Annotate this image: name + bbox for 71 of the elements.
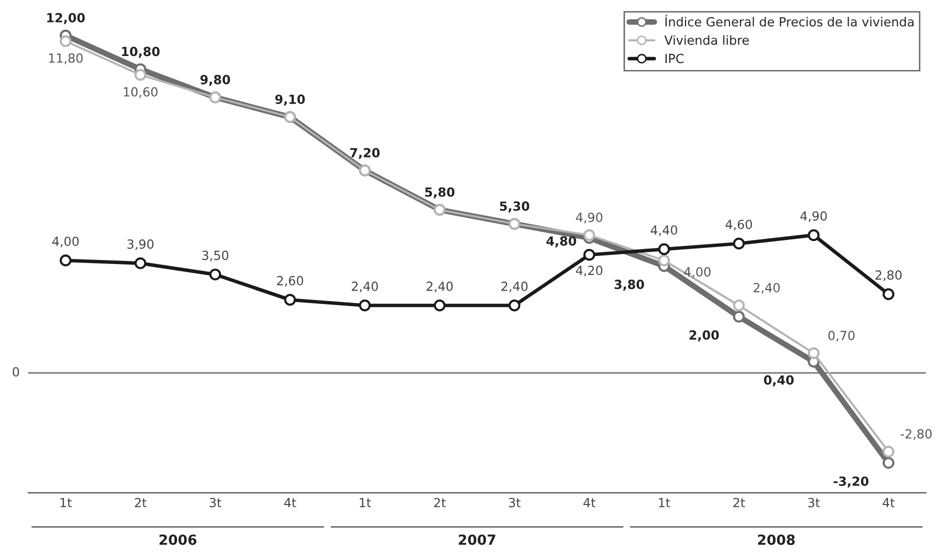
data-label: 2,40 — [501, 282, 528, 292]
data-label: 4,90 — [800, 211, 827, 222]
data-label: 3,90 — [127, 239, 154, 250]
point — [358, 300, 371, 312]
point — [60, 35, 72, 48]
point — [732, 300, 745, 312]
data-label: 10,60 — [124, 87, 158, 98]
ref-line-label: 0 — [12, 367, 20, 377]
text: 2008 — [758, 534, 795, 545]
point — [134, 68, 146, 81]
point — [508, 300, 520, 312]
x-tick-label: 2t — [134, 498, 147, 508]
point — [808, 229, 820, 242]
legend-label: Índice General de Precios de la vivienda — [665, 14, 914, 27]
data-label: 9,80 — [200, 74, 230, 86]
data-label: 4,40 — [650, 225, 678, 236]
data-label: 5,80 — [425, 187, 454, 198]
point — [134, 257, 146, 270]
point — [284, 294, 296, 306]
data-label: 2,80 — [875, 270, 902, 282]
data-label: 4,00 — [52, 236, 79, 248]
data-label: -2,80 — [900, 429, 932, 440]
point — [732, 310, 745, 323]
legend-label: Vivienda libre — [664, 35, 749, 45]
data-label: 2,40 — [754, 282, 780, 294]
point — [60, 254, 72, 266]
point — [209, 268, 222, 280]
x-tick-label: 1t — [659, 498, 670, 508]
point — [583, 248, 596, 261]
data-label: 0,40 — [764, 375, 794, 386]
data-label: 0,70 — [828, 330, 855, 342]
data-label: 5,30 — [500, 201, 530, 212]
point — [434, 300, 446, 312]
x-tick-label: 4t — [583, 498, 596, 508]
x-tick-label: 4t — [882, 498, 895, 508]
x-tick-label: 4t — [284, 498, 296, 508]
data-label: 4,80 — [546, 236, 576, 248]
data-label: 2,40 — [352, 282, 378, 292]
point — [882, 456, 894, 469]
data-label: 4,20 — [576, 266, 602, 276]
data-label: -3,20 — [834, 476, 868, 488]
x-tick-label: 3t — [508, 498, 521, 508]
data-label: 12,00 — [47, 13, 85, 24]
x-tick-label: 2t — [434, 498, 446, 508]
point — [808, 347, 820, 360]
data-label: 2,40 — [426, 282, 453, 292]
point — [882, 446, 894, 458]
data-label: 7,20 — [350, 148, 380, 160]
data-label: 4,60 — [726, 220, 752, 230]
point — [882, 288, 894, 300]
x-tick-label: 3t — [808, 498, 820, 508]
x-tick-label: 1t — [360, 498, 371, 508]
point — [658, 243, 670, 256]
data-label: 9,10 — [275, 94, 305, 106]
data-label: 3,50 — [202, 250, 228, 262]
data-label: 4,00 — [684, 267, 710, 278]
point — [732, 238, 745, 250]
text: 2007 — [458, 534, 496, 545]
legend-label: IPC — [665, 54, 684, 64]
data-label: 2,60 — [277, 276, 304, 287]
text: 2006 — [160, 534, 196, 545]
x-tick-label: 2t — [733, 498, 746, 508]
data-label: 3,80 — [614, 280, 644, 291]
data-label: 2,00 — [690, 330, 719, 342]
point — [658, 254, 670, 266]
data-label: 11,80 — [49, 53, 83, 64]
data-label: 10,80 — [122, 46, 160, 58]
x-tick-label: 1t — [60, 498, 72, 508]
data-label: 4,90 — [576, 212, 602, 224]
point — [583, 229, 596, 242]
x-tick-label: 3t — [210, 498, 222, 508]
